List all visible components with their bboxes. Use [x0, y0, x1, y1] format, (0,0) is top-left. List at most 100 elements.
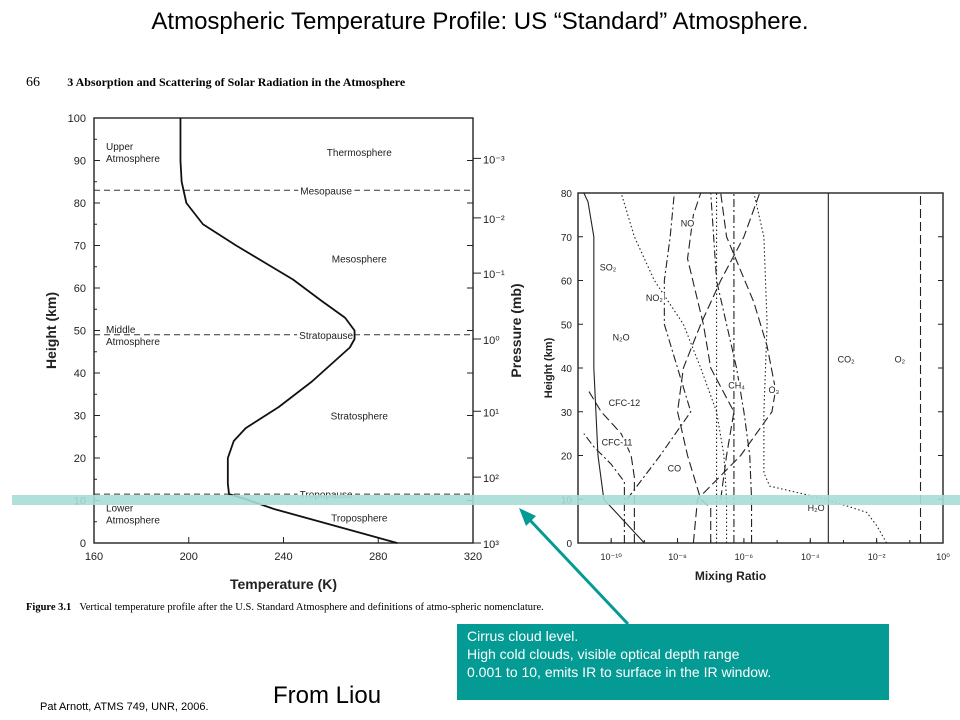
pressure-tick-label: 10⁻² — [483, 214, 505, 226]
series-label-bg — [806, 503, 826, 513]
y-tick-label: 70 — [561, 233, 573, 244]
series-label: CH₄ — [728, 381, 745, 391]
region-label: Middle — [106, 325, 136, 336]
region-label: Lower — [106, 503, 134, 514]
region-label: Upper — [106, 142, 134, 153]
region-label: Atmosphere — [106, 515, 160, 526]
series-label-bg — [666, 463, 683, 474]
y-axis-title: Height (km) — [543, 337, 555, 398]
caption-label: Figure 3.1 — [26, 602, 72, 613]
pressure-tick-label: 10¹ — [483, 407, 499, 419]
cfc-12-profile-line — [587, 389, 635, 543]
series-label-bg — [600, 437, 634, 448]
x-tick-label: 10⁻⁸ — [668, 552, 687, 562]
x-tick-label: 160 — [85, 551, 103, 563]
series-label: SO₂ — [600, 262, 617, 272]
y-axis-title: Height (km) — [43, 292, 59, 369]
no2-profile-line — [626, 192, 692, 500]
series-label: H₂O — [808, 503, 825, 513]
pressure-tick-label: 10² — [483, 473, 499, 485]
source-label: From Liou — [273, 682, 382, 709]
series-label: CO₂ — [838, 354, 856, 364]
so2-profile-line — [583, 192, 645, 544]
h2o-profile-line — [753, 192, 888, 544]
series-label-bg — [598, 262, 618, 273]
series-label-bg — [644, 293, 665, 303]
y-tick-label: 20 — [561, 452, 573, 463]
caption-text: Vertical temperature profile after the U… — [79, 602, 544, 613]
x-axis-title: Mixing Ratio — [695, 569, 766, 583]
series-label: CO — [668, 464, 682, 474]
x-tick-label: 280 — [369, 551, 387, 563]
series-label-bg — [607, 398, 642, 408]
x-tick-label: 10⁻⁶ — [735, 552, 754, 562]
x-tick-label: 10⁰ — [936, 552, 950, 562]
callout-arrow-shaft — [525, 515, 630, 626]
region-label: Mesosphere — [332, 254, 387, 265]
region-label: Thermosphere — [327, 148, 392, 159]
x-tick-label: 200 — [180, 551, 198, 563]
pressure-tick-label: 10⁻³ — [483, 154, 505, 166]
series-label-bg — [679, 218, 696, 229]
series-label-bg — [893, 354, 907, 365]
callout-line-3: 0.001 to 10, emits IR to surface in the … — [467, 664, 772, 680]
series-label-bg — [727, 380, 747, 391]
chapter-title: 3 Absorption and Scattering of Solar Rad… — [67, 75, 406, 89]
y-tick-label: 70 — [74, 241, 86, 253]
y-tick-label: 80 — [74, 198, 86, 210]
callout-arrowhead — [519, 508, 536, 526]
pressure-tick-label: 10³ — [483, 539, 499, 551]
co-profile-line — [676, 192, 761, 543]
y-tick-label: 80 — [561, 189, 573, 200]
y-tick-label: 100 — [68, 113, 86, 125]
pressure-tick-label: 10⁻¹ — [483, 269, 505, 281]
region-label: Atmosphere — [106, 337, 160, 348]
author-credit: Pat Arnott, ATMS 749, UNR, 2006. — [40, 701, 209, 713]
cirrus-level-band — [12, 495, 960, 505]
y-tick-label: 40 — [74, 368, 86, 380]
y-tick-label: 50 — [74, 326, 86, 338]
slide-title: Atmospheric Temperature Profile: US “Sta… — [151, 8, 809, 35]
y-tick-label: 20 — [74, 453, 86, 465]
temperature-profile-line — [179, 118, 398, 544]
ch4-profile-line — [710, 192, 753, 543]
book-page-header: 66 3 Absorption and Scattering of Solar … — [26, 74, 405, 91]
o3-profile-line — [692, 192, 777, 544]
x-tick-label: 10⁻⁴ — [801, 552, 820, 562]
region-label: Troposphere — [331, 514, 388, 525]
callout-line-2: High cold clouds, visible optical depth … — [467, 646, 740, 662]
mixing-ratio-plot-frame — [577, 192, 944, 544]
cfc-11-profile-line — [583, 433, 625, 543]
x-tick-label: 10⁻² — [868, 552, 886, 562]
region-label: Stratosphere — [331, 412, 389, 423]
boundary-label-bg — [298, 186, 355, 198]
boundary-label: Mesopause — [300, 186, 352, 197]
boundary-label-bg — [297, 330, 356, 342]
pressure-tick-label: 10⁰ — [483, 335, 500, 347]
y-tick-label: 90 — [74, 156, 86, 168]
temperature-plot-frame — [93, 117, 474, 544]
series-label-bg — [611, 332, 631, 343]
x-axis-title: Temperature (K) — [230, 576, 337, 592]
figure-caption: Figure 3.1 Vertical temperature profile a… — [26, 601, 566, 614]
x-tick-label: 320 — [464, 551, 482, 563]
series-label-bg — [767, 384, 781, 395]
y-tick-label: 60 — [561, 277, 573, 288]
series-label: O₃ — [769, 385, 780, 395]
page-number: 66 — [26, 75, 40, 90]
series-label: CFC-12 — [609, 398, 641, 408]
y-tick-label: 30 — [74, 411, 86, 423]
series-label: NO — [681, 219, 695, 229]
series-label: CFC-11 — [602, 437, 633, 447]
pressure-axis-title: Pressure (mb) — [508, 283, 524, 377]
series-label: NO₂ — [646, 293, 664, 303]
x-tick-label: 240 — [274, 551, 292, 563]
series-label: O₂ — [895, 354, 906, 364]
y-tick-label: 40 — [561, 364, 573, 375]
y-tick-label: 60 — [74, 283, 86, 295]
cirrus-callout: Cirrus cloud level. High cold clouds, vi… — [457, 624, 889, 700]
y-tick-label: 0 — [566, 539, 572, 550]
region-label: Atmosphere — [106, 154, 160, 165]
y-tick-label: 30 — [561, 408, 573, 419]
